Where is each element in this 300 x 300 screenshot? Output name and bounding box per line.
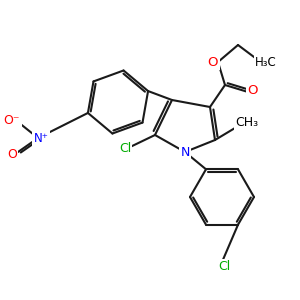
Text: H₃C: H₃C <box>255 56 277 70</box>
Text: Cl: Cl <box>218 260 230 274</box>
Text: N: N <box>180 146 190 158</box>
Text: O: O <box>208 56 218 68</box>
Text: O⁻: O⁻ <box>4 113 20 127</box>
Text: N⁺: N⁺ <box>34 131 48 145</box>
Text: CH₃: CH₃ <box>236 116 259 130</box>
Text: Cl: Cl <box>119 142 131 154</box>
Text: O: O <box>248 83 258 97</box>
Text: O: O <box>7 148 17 160</box>
